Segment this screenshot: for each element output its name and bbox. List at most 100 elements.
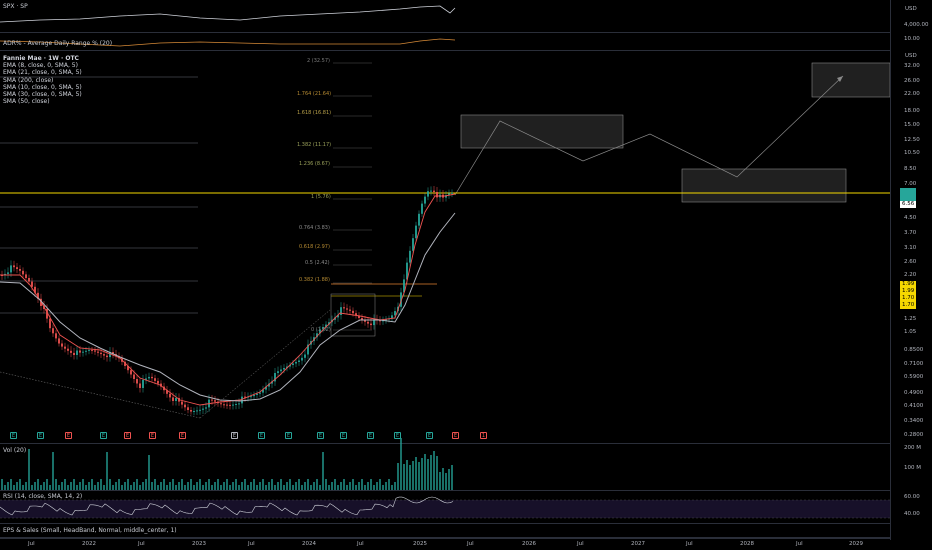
price-tick: 3.70 — [904, 230, 917, 236]
time-axis[interactable] — [0, 538, 890, 550]
price-tag: 6.56 — [900, 201, 917, 208]
earnings-marker[interactable]: E — [317, 432, 324, 439]
volume-bar — [241, 482, 243, 490]
candle-body — [340, 307, 342, 315]
candle-body — [352, 310, 354, 314]
volume-bar — [424, 454, 426, 490]
volume-bar — [370, 479, 372, 490]
volume-bar — [331, 482, 333, 490]
candle-body — [451, 192, 453, 194]
volume-bar — [52, 452, 54, 490]
price-axis[interactable]: USD 4,000.00 10.00 USD 32.00 26.00 22.00 18… — [890, 0, 932, 540]
fib-label: 1.618 (16.81) — [297, 110, 332, 116]
legend-item[interactable]: SMA (200, close) — [3, 76, 54, 84]
price-tick: 8.50 — [904, 166, 917, 172]
earnings-marker[interactable]: E — [340, 432, 347, 439]
candle-body — [277, 371, 279, 373]
time-label: Jul — [467, 541, 474, 547]
volume-bar — [367, 482, 369, 490]
candle-body — [301, 357, 303, 361]
volume-bar — [181, 479, 183, 490]
candle-body — [172, 397, 174, 401]
yellow-tag: 1.70 — [900, 295, 917, 302]
volume-bar — [91, 479, 93, 490]
indicator-legend[interactable]: Fannie Mae · 1W · OTC EMA (8, close, 0, … — [3, 55, 82, 105]
earnings-marker[interactable]: E — [37, 432, 44, 439]
time-label: Jul — [357, 541, 364, 547]
symbol-title[interactable]: Fannie Mae · 1W · OTC — [3, 55, 79, 62]
volume-bar — [187, 482, 189, 490]
earnings-marker[interactable]: E — [452, 432, 459, 439]
candle-body — [232, 404, 234, 406]
price-pane[interactable] — [0, 51, 890, 444]
earnings-marker[interactable]: E — [231, 432, 238, 439]
adr-pane — [0, 33, 890, 51]
price-tick: 15.00 — [904, 122, 920, 128]
earnings-marker[interactable]: E — [149, 432, 156, 439]
price-tick: 32.00 — [904, 63, 920, 69]
volume-bar — [220, 485, 222, 490]
candle-body — [7, 272, 9, 274]
candle-body — [106, 355, 108, 358]
chart-canvas[interactable] — [0, 0, 890, 540]
candle-body — [346, 308, 348, 310]
volume-bar — [133, 482, 135, 490]
volume-bar — [67, 485, 69, 490]
candle-body — [79, 350, 81, 353]
volume-bar — [343, 479, 345, 490]
candle-body — [37, 292, 39, 299]
volume-bar — [394, 482, 396, 490]
candle-body — [256, 393, 258, 395]
candle-body — [238, 403, 240, 405]
candle-body — [91, 349, 93, 351]
volume-bar — [169, 482, 171, 490]
earnings-marker[interactable]: E — [179, 432, 186, 439]
earnings-marker[interactable]: E — [285, 432, 292, 439]
candle-body — [349, 309, 351, 311]
volume-bar — [79, 482, 81, 490]
candle-body — [214, 400, 216, 402]
volume-bar — [355, 485, 357, 490]
legend-item[interactable]: SMA (10, close, 0, SMA, 5) — [3, 83, 82, 91]
adr-label: ADR% - Average Daily Range % (20) — [3, 40, 113, 47]
candle-body — [262, 389, 264, 393]
earnings-marker[interactable]: E — [394, 432, 401, 439]
current-price-tag — [900, 188, 916, 201]
spx-line — [0, 5, 456, 23]
earnings-marker[interactable]: 1 — [480, 432, 487, 439]
volume-bar — [373, 485, 375, 490]
candle-body — [85, 350, 87, 352]
volume-bar — [361, 479, 363, 490]
candle-body — [391, 315, 393, 319]
legend-item[interactable]: EMA (8, close, 0, SMA, 5) — [3, 62, 78, 70]
legend-item[interactable]: SMA (30, close, 0, SMA, 5) — [3, 91, 82, 99]
candle-body — [427, 191, 429, 197]
earnings-marker[interactable]: E — [426, 432, 433, 439]
volume-bar — [403, 464, 405, 490]
volume-bar — [76, 485, 78, 490]
volume-bar — [34, 482, 36, 490]
earnings-marker[interactable]: E — [65, 432, 72, 439]
earnings-marker[interactable]: E — [258, 432, 265, 439]
volume-bar — [313, 482, 315, 490]
price-tick: 26.00 — [904, 78, 920, 84]
earnings-marker[interactable]: E — [367, 432, 374, 439]
candle-body — [130, 370, 132, 375]
volume-bar — [445, 473, 447, 490]
volume-bar — [61, 482, 63, 490]
volume-bar — [265, 485, 267, 490]
time-label: Jul — [686, 541, 693, 547]
volume-bar — [100, 479, 102, 490]
candle-body — [76, 350, 78, 355]
earnings-marker[interactable]: E — [124, 432, 131, 439]
currency-label: USD — [905, 53, 917, 59]
earnings-marker[interactable]: E — [10, 432, 17, 439]
candle-body — [22, 270, 24, 275]
candle-body — [367, 321, 369, 324]
earnings-marker[interactable]: E — [100, 432, 107, 439]
legend-item[interactable]: EMA (21, close, 0, SMA, 5) — [3, 69, 82, 77]
candle-body — [67, 348, 69, 351]
volume-bar — [382, 485, 384, 490]
legend-item[interactable]: SMA (50, close) — [3, 98, 50, 106]
volume-bar — [109, 479, 111, 490]
